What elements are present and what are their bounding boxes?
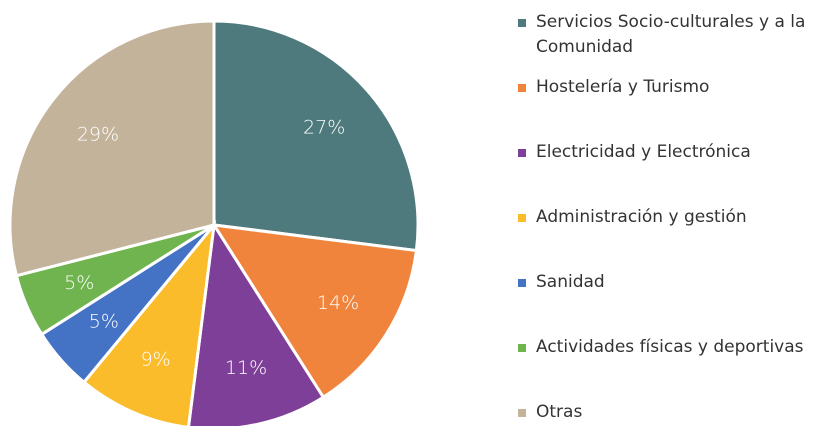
legend-item: Hostelería y Turismo bbox=[518, 75, 813, 100]
legend-swatch bbox=[518, 84, 526, 92]
data-label: 9% bbox=[141, 348, 171, 370]
data-label: 11% bbox=[225, 357, 267, 379]
legend-item: Sanidad bbox=[518, 270, 813, 295]
legend-label: Actividades físicas y deportivas bbox=[536, 337, 804, 357]
pie-slice bbox=[212, 19, 420, 253]
legend-label: Sanidad bbox=[536, 272, 605, 292]
legend-label: Administración y gestión bbox=[536, 207, 747, 227]
legend-item: Servicios Socio-culturales y a la Comuni… bbox=[518, 10, 813, 60]
legend-label: Servicios Socio-culturales y a la Comuni… bbox=[536, 12, 806, 57]
legend-swatch bbox=[518, 344, 526, 352]
data-label: 5% bbox=[64, 272, 94, 294]
data-label: 14% bbox=[317, 292, 359, 314]
legend-label: Hostelería y Turismo bbox=[536, 77, 710, 97]
legend-label: Electricidad y Electrónica bbox=[536, 142, 751, 162]
pie-slice bbox=[81, 220, 217, 426]
legend-swatch bbox=[518, 279, 526, 287]
pie-slice bbox=[187, 220, 326, 426]
legend-item: Actividades físicas y deportivas bbox=[518, 335, 813, 360]
legend-swatch bbox=[518, 149, 526, 157]
data-label: 5% bbox=[89, 311, 119, 333]
legend-item: Otras bbox=[518, 400, 813, 425]
pie-slice bbox=[211, 223, 419, 400]
data-label: 29% bbox=[77, 123, 119, 145]
pie: 27% 14% 11% 9% 5% 5% 29% bbox=[8, 19, 420, 426]
legend-item: Electricidad y Electrónica bbox=[518, 140, 813, 165]
legend-label: Otras bbox=[536, 402, 583, 422]
legend-item: Administración y gestión bbox=[518, 205, 813, 230]
legend-swatch bbox=[518, 19, 526, 27]
legend-swatch bbox=[518, 409, 526, 417]
pie-slice bbox=[8, 19, 216, 278]
legend-swatch bbox=[518, 214, 526, 222]
data-label: 27% bbox=[303, 116, 345, 138]
